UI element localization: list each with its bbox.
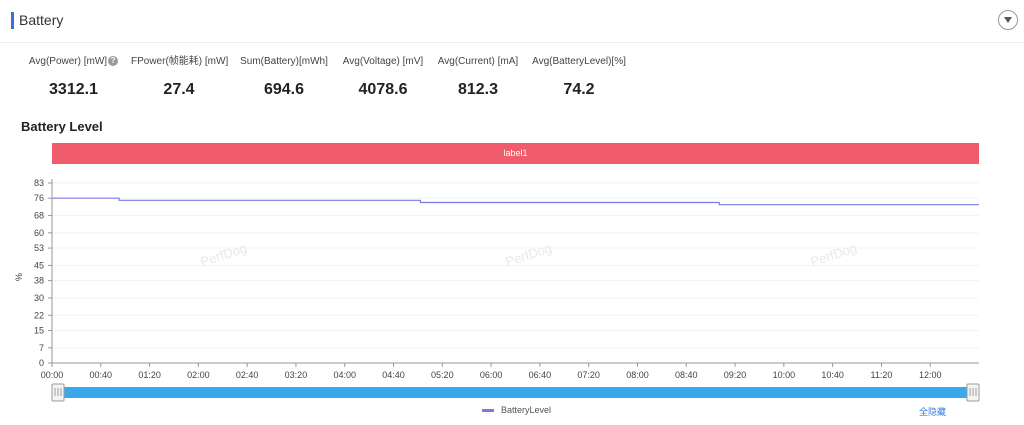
x-tick-label: 10:00 bbox=[773, 370, 796, 380]
x-tick-label: 04:00 bbox=[333, 370, 356, 380]
y-tick-label: 83 bbox=[34, 178, 44, 188]
y-tick-label: 76 bbox=[34, 193, 44, 203]
battery-level-chart: PerfDog PerfDog PerfDog 0 7 15 22 30 38 45 53 60 68… bbox=[14, 178, 980, 402]
stat-avg-voltage: Avg(Voltage) [mV] 4078.6 bbox=[341, 56, 425, 99]
x-tick-label: 02:40 bbox=[236, 370, 259, 380]
y-tick-label: 15 bbox=[34, 325, 44, 335]
hide-all-link[interactable]: 全隐藏 bbox=[919, 407, 947, 417]
stat-value: 4078.6 bbox=[358, 81, 408, 98]
stat-label: Avg(Power) [mW] bbox=[28, 56, 108, 67]
x-tick-label: 01:20 bbox=[138, 370, 161, 380]
x-tick-label: 08:40 bbox=[675, 370, 698, 380]
zoom-slider[interactable] bbox=[51, 383, 980, 402]
slider-handle-left[interactable] bbox=[51, 383, 65, 402]
stat-value: 3312.1 bbox=[49, 81, 98, 98]
watermark-text: PerfDog bbox=[199, 240, 249, 269]
stat-label: Avg(Voltage) [mV] bbox=[342, 56, 424, 67]
y-tick-label: 38 bbox=[34, 276, 44, 286]
x-tick-label: 05:20 bbox=[431, 370, 454, 380]
collapse-button[interactable] bbox=[998, 10, 1018, 30]
x-tick-label: 08:00 bbox=[626, 370, 649, 380]
y-tick-label: 68 bbox=[34, 211, 44, 221]
x-tick-label: 06:00 bbox=[480, 370, 503, 380]
axes bbox=[51, 179, 979, 364]
y-tick-label: 30 bbox=[34, 293, 44, 303]
legend-item[interactable]: BatteryLevel bbox=[482, 405, 551, 415]
section-header: Battery bbox=[0, 0, 1024, 43]
x-tick-labels: 00:00 00:40 01:20 02:00 02:40 03:20 04:00 04:40… bbox=[41, 363, 942, 380]
label-band[interactable]: label1 bbox=[52, 143, 979, 164]
y-tick-label: 0 bbox=[39, 358, 44, 368]
stat-label: FPower(帧能耗) [mW] bbox=[131, 56, 229, 67]
grid-lines bbox=[48, 182, 979, 364]
y-tick-label: 22 bbox=[34, 310, 44, 320]
stat-fpower: FPower(帧能耗) [mW] 27.4 bbox=[131, 56, 229, 99]
legend-swatch bbox=[482, 408, 494, 412]
watermark-text: PerfDog bbox=[809, 240, 859, 269]
header-accent-bar bbox=[11, 12, 14, 29]
legend-label: BatteryLevel bbox=[501, 405, 552, 415]
x-tick-label: 03:20 bbox=[285, 370, 308, 380]
x-tick-label: 00:40 bbox=[90, 370, 113, 380]
x-tick-label: 06:40 bbox=[529, 370, 552, 380]
watermarks: PerfDog PerfDog PerfDog bbox=[199, 240, 859, 269]
y-axis-label: % bbox=[14, 273, 24, 281]
x-tick-label: 10:40 bbox=[821, 370, 844, 380]
stat-label: Avg(Current) [mA] bbox=[437, 56, 519, 67]
x-tick-label: 09:20 bbox=[724, 370, 747, 380]
slider-track bbox=[58, 387, 973, 398]
stat-avg-current: Avg(Current) [mA] 812.3 bbox=[437, 56, 519, 99]
y-tick-label: 45 bbox=[34, 260, 44, 270]
caret-down-icon bbox=[1004, 17, 1012, 23]
stat-value: 74.2 bbox=[563, 81, 595, 98]
section-title-battery: Battery bbox=[19, 12, 64, 28]
y-tick-label: 7 bbox=[39, 343, 44, 353]
stat-value: 694.6 bbox=[263, 81, 305, 98]
y-tick-label: 53 bbox=[34, 243, 44, 253]
stat-label: Avg(BatteryLevel)[%] bbox=[532, 56, 626, 67]
y-tick-label: 60 bbox=[34, 228, 44, 238]
x-tick-label: 11:20 bbox=[870, 370, 892, 380]
stat-label: Sum(Battery)[mWh] bbox=[240, 56, 328, 67]
help-icon[interactable]: ? bbox=[108, 56, 119, 67]
y-tick-labels: 0 7 15 22 30 38 45 53 60 68 76 83 bbox=[34, 178, 44, 368]
x-tick-label: 00:00 bbox=[41, 370, 64, 380]
series-lines bbox=[52, 197, 979, 206]
stat-value: 27.4 bbox=[163, 81, 195, 98]
stat-value: 812.3 bbox=[457, 81, 499, 98]
slider-handle-right[interactable] bbox=[966, 383, 980, 402]
series-line-batterylevel bbox=[52, 197, 979, 206]
chart-title: Battery Level bbox=[21, 119, 103, 134]
stat-sum-battery: Sum(Battery)[mWh] 694.6 bbox=[240, 56, 328, 99]
x-tick-label: 12:00 bbox=[919, 370, 942, 380]
x-tick-label: 02:00 bbox=[187, 370, 210, 380]
stat-avg-battery-level: Avg(BatteryLevel)[%] 74.2 bbox=[532, 56, 626, 99]
stat-avg-power: Avg(Power) [mW]? 3312.1 bbox=[27, 56, 120, 99]
x-tick-label: 07:20 bbox=[577, 370, 600, 380]
watermark-text: PerfDog bbox=[504, 240, 554, 269]
x-tick-label: 04:40 bbox=[382, 370, 405, 380]
